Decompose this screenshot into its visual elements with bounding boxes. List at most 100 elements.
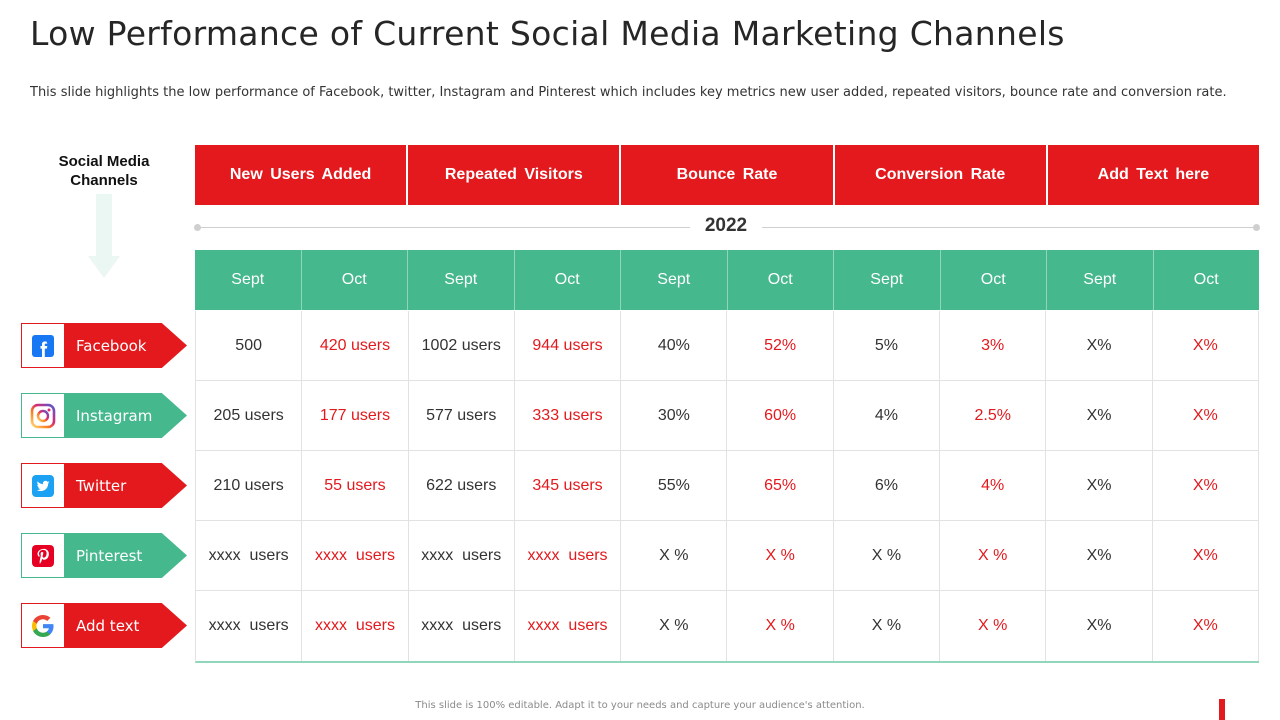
table-cell: xxxx users [302, 591, 409, 661]
table-row-add-text: xxxx users xxxx users xxxx users xxxx us… [196, 591, 1259, 661]
channels-heading-line1: Social Media [58, 153, 150, 170]
channel-ribbon [61, 323, 187, 368]
table-cell: X % [727, 521, 834, 590]
table-cell: X% [1046, 521, 1153, 590]
table-cell: 205 users [196, 381, 303, 450]
channel-pinterest: Pinterest [21, 533, 187, 578]
header-bounce-rate: Bounce Rate [621, 145, 835, 205]
channel-label: Instagram [76, 406, 153, 425]
table-cell: 60% [727, 381, 834, 450]
table-cell: 210 users [196, 451, 303, 520]
table-cell: xxxx users [515, 521, 622, 590]
table-cell: xxxx users [302, 521, 409, 590]
channel-ribbon [61, 533, 187, 578]
down-arrow-shaft [96, 194, 112, 256]
year-label: 2022 [690, 215, 762, 237]
month-cell: Oct [940, 250, 1047, 310]
table-cell: 6% [834, 451, 941, 520]
table-cell: X% [1153, 521, 1259, 590]
table-cell: X % [621, 521, 728, 590]
table-cell: 55% [621, 451, 728, 520]
table-cell: X % [940, 591, 1047, 661]
facebook-icon [21, 323, 65, 368]
table-cell: X% [1046, 591, 1153, 661]
google-icon [21, 603, 65, 648]
channel-add-text: Add text [21, 603, 187, 648]
table-cell: 52% [727, 311, 834, 380]
table-cell: 1002 users [409, 311, 515, 380]
channel-label: Add text [76, 616, 140, 635]
instagram-icon [21, 393, 65, 438]
channel-ribbon [61, 393, 187, 438]
table-cell: 577 users [409, 381, 515, 450]
header-repeated-visitors: Repeated Visitors [408, 145, 622, 205]
table-cell: X% [1153, 591, 1259, 661]
table-cell: X% [1046, 381, 1153, 450]
channel-label: Pinterest [76, 546, 143, 565]
table-cell: X% [1153, 311, 1259, 380]
month-header-row: Sept Oct Sept Oct Sept Oct Sept Oct Sept… [195, 250, 1259, 310]
table-cell: 5% [834, 311, 941, 380]
table-cell: 420 users [302, 311, 409, 380]
metrics-table: 500 420 users 1002 users 944 users 40% 5… [195, 311, 1259, 663]
down-arrow-icon [88, 256, 120, 278]
month-cell: Oct [514, 250, 621, 310]
twitter-icon [21, 463, 65, 508]
table-cell: X % [834, 591, 941, 661]
month-cell: Sept [1047, 250, 1154, 310]
table-cell: 177 users [302, 381, 409, 450]
table-cell: 30% [621, 381, 728, 450]
table-cell: 622 users [409, 451, 515, 520]
corner-accent-bar [1219, 699, 1225, 720]
table-cell: X % [940, 521, 1047, 590]
table-cell: X % [727, 591, 834, 661]
channel-label: Twitter [76, 476, 127, 495]
month-cell: Sept [621, 250, 728, 310]
header-conversion-rate: Conversion Rate [834, 145, 1048, 205]
table-cell: xxxx users [196, 591, 303, 661]
pinterest-icon [21, 533, 65, 578]
table-cell: 65% [727, 451, 834, 520]
channel-facebook: Facebook [21, 323, 187, 368]
table-cell: X% [1046, 451, 1153, 520]
divider-dot-right [1253, 224, 1260, 231]
table-row-facebook: 500 420 users 1002 users 944 users 40% 5… [196, 311, 1259, 381]
month-cell: Sept [195, 250, 302, 310]
page-subtitle: This slide highlights the low performanc… [30, 85, 1227, 100]
channel-ribbon [61, 463, 187, 508]
table-cell: xxxx users [515, 591, 622, 661]
table-cell: X% [1153, 451, 1259, 520]
table-cell: 40% [621, 311, 728, 380]
channel-ribbon [61, 603, 187, 648]
table-cell: 4% [834, 381, 941, 450]
table-row-instagram: 205 users 177 users 577 users 333 users … [196, 381, 1259, 451]
table-cell: xxxx users [409, 591, 515, 661]
channels-heading-line2: Channels [70, 172, 138, 189]
footer-note: This slide is 100% editable. Adapt it to… [415, 700, 865, 711]
table-cell: X% [1153, 381, 1259, 450]
table-cell: 3% [940, 311, 1047, 380]
table-cell: 333 users [515, 381, 622, 450]
channel-label: Facebook [76, 336, 147, 355]
table-cell: 2.5% [940, 381, 1047, 450]
table-cell: X % [621, 591, 728, 661]
table-cell: 4% [940, 451, 1047, 520]
table-cell: xxxx users [196, 521, 303, 590]
table-cell: 500 [196, 311, 303, 380]
channel-instagram: Instagram [21, 393, 187, 438]
channel-twitter: Twitter [21, 463, 187, 508]
table-row-twitter: 210 users 55 users 622 users 345 users 5… [196, 451, 1259, 521]
month-cell: Sept [408, 250, 515, 310]
month-cell: Sept [834, 250, 941, 310]
header-new-users-added: New Users Added [195, 145, 409, 205]
divider-dot-left [194, 224, 201, 231]
page-title: Low Performance of Current Social Media … [30, 14, 1065, 53]
table-cell: X% [1046, 311, 1153, 380]
month-cell: Oct [301, 250, 408, 310]
month-cell: Oct [727, 250, 834, 310]
month-cell: Oct [1153, 250, 1259, 310]
header-add-text: Add Text here [1047, 145, 1260, 205]
channels-heading: Social Media Channels [40, 152, 168, 190]
table-cell: xxxx users [409, 521, 515, 590]
metric-header-row: New Users Added Repeated Visitors Bounce… [195, 145, 1260, 205]
